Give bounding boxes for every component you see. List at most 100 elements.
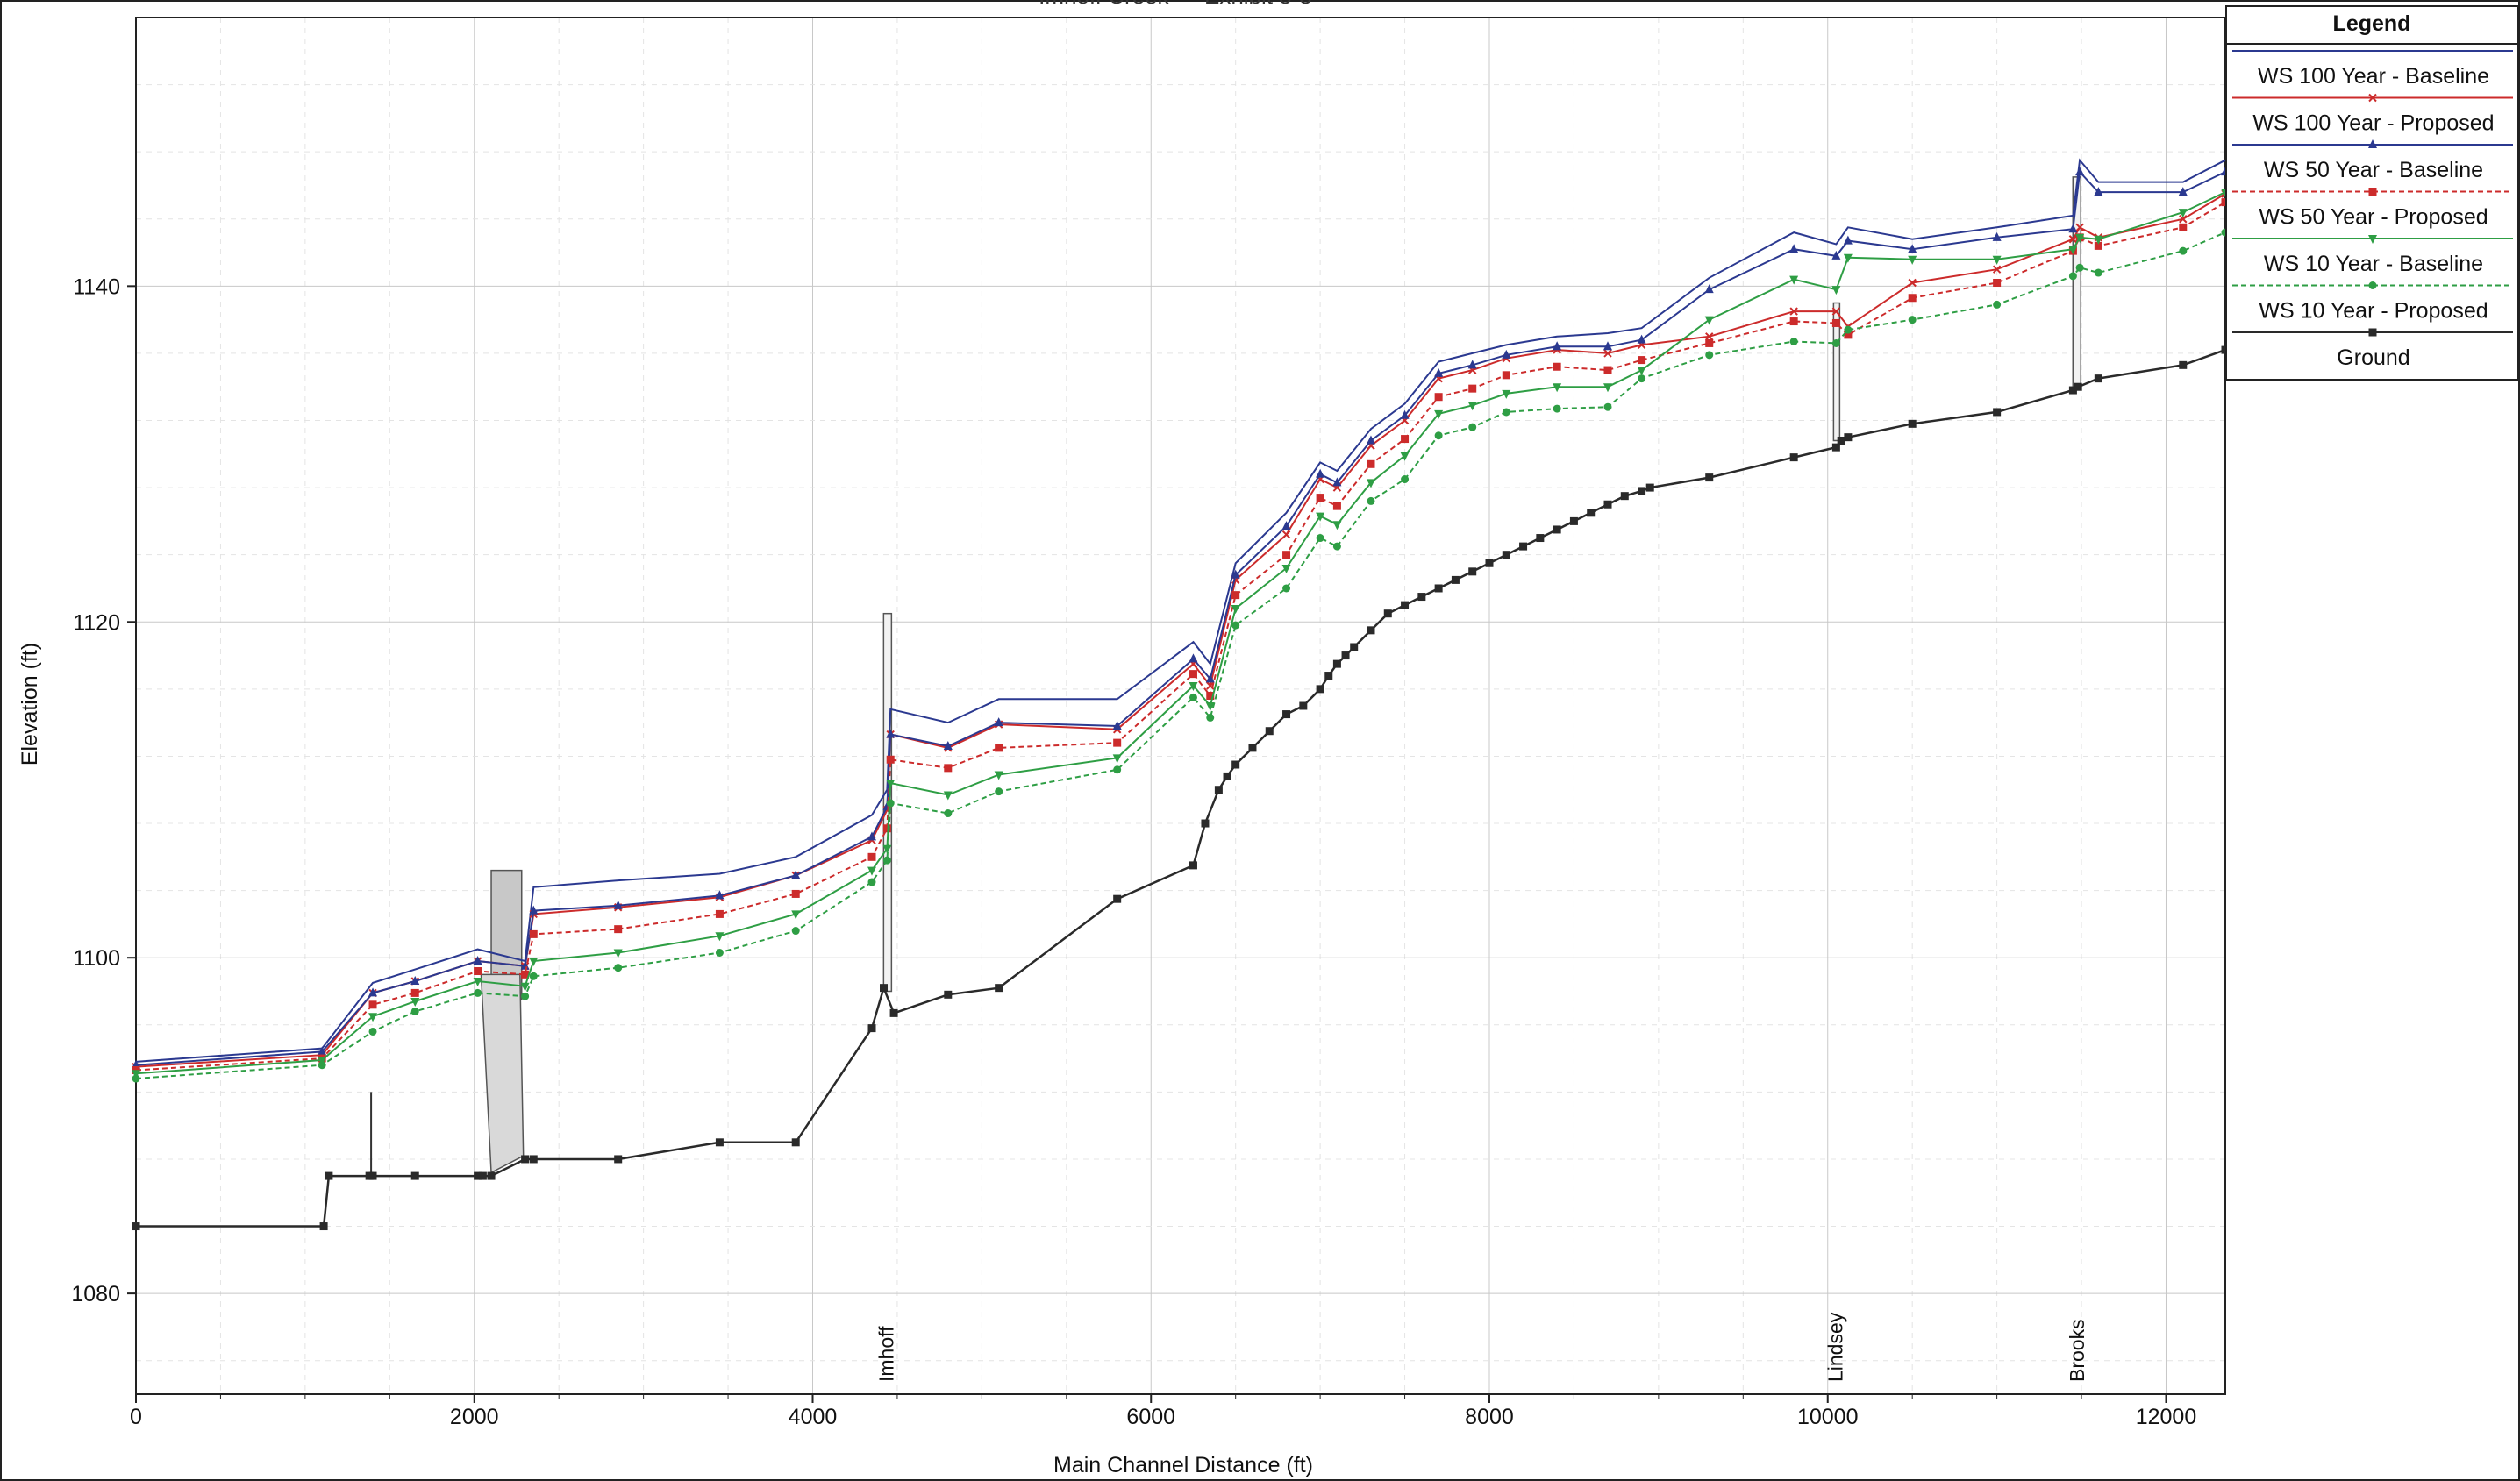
series-5-point [1468,423,1477,431]
series-5-point [886,799,895,808]
series-6-point [1569,516,1578,525]
series-0-line [135,158,2226,1063]
series-6-point [2068,386,2077,395]
series-6-point [487,1171,496,1180]
series-5-point [1553,404,1561,413]
series-1-point [1603,349,1612,358]
legend-label: WS 10 Year - Proposed [2259,299,2488,324]
series-5-point [1908,316,1917,324]
legend-label: WS 100 Year - Proposed [2252,111,2494,136]
series-5-point [1638,374,1646,383]
series-4-point [1843,253,1853,263]
series-2-point [1112,720,1122,730]
series-3-point [1908,294,1917,303]
series-4-point [1205,702,1215,711]
legend-item: WS 10 Year - Baseline [2232,235,2513,276]
series-4-point [1553,383,1562,393]
series-6-point [1248,744,1257,752]
series-5-point [1206,713,1215,722]
series-6-point [1350,643,1359,651]
series-2-point [1467,360,1477,369]
series-4-point [994,771,1003,780]
series-3-point [1189,670,1197,679]
series-4-point [715,932,725,942]
series-3-point [2094,241,2102,250]
series-4-point [473,978,482,986]
series-3-point [368,1000,377,1009]
series-6-group [132,345,2230,1231]
legend-label: WS 50 Year - Baseline [2264,158,2483,182]
series-6-point [1214,786,1223,794]
series-6-point [1705,473,1714,482]
series-6-point [1231,760,1240,769]
series-4-point [1316,512,1325,522]
series-3-point [614,925,623,934]
legend-item: WS 50 Year - Proposed [2232,188,2513,230]
series-6-point [1908,419,1917,428]
y-tick-label: 1100 [73,946,120,971]
series-6-point [1401,601,1410,609]
series-5-point [529,972,538,980]
series-6-point [1603,500,1612,509]
series-6-point [1844,433,1853,442]
series-4-point [529,958,539,967]
series-1-point [1789,307,1798,316]
series-1-point [2075,223,2084,232]
series-5-point [521,992,530,1000]
series-3-point [1282,551,1291,559]
series-3-point [2179,223,2188,231]
series-2-point [994,717,1003,727]
series-5-point [2075,263,2084,272]
series-6-point [1282,710,1291,719]
series-2-point [867,831,877,841]
series-6-point [478,1171,487,1180]
series-4-point [1332,521,1342,530]
series-4-point [1704,316,1714,325]
series-6-line [136,348,2226,1228]
series-1-point [1831,307,1841,316]
series-2-point [1332,477,1342,487]
series-3-point [867,852,876,861]
legend-label: WS 50 Year - Proposed [2259,205,2488,230]
series-5-point [1993,300,2002,309]
series-6-point [1620,492,1629,501]
series-5-point [2094,268,2102,277]
series-4-point [867,866,877,876]
series-2-point [368,987,378,997]
series-4-point [318,1056,327,1065]
series-3-point [1502,371,1510,380]
series-5-group [132,228,2230,1083]
series-6-point [1519,542,1528,551]
series-5-point [1705,351,1714,360]
series-1-point [1281,530,1291,539]
series-3-point [474,967,482,976]
series-6-point [1553,525,1561,534]
series-6-point [944,990,953,999]
series-6-point [2179,360,2188,369]
series-5-point [1189,693,1197,701]
series-4-point [1992,255,2002,265]
series-6-point [521,1155,530,1164]
y-axis-title: Elevation (ft) [18,643,42,765]
series-6-point [529,1155,538,1164]
series-2-point [613,900,623,909]
series-2-point [886,729,896,738]
series-2-point [943,740,953,750]
series-2-point [2178,187,2188,196]
series-3-point [1705,338,1714,347]
series-4-point [520,982,530,992]
series-3-point [1844,331,1853,339]
series-4-point [1603,383,1613,393]
legend-label: Ground [2337,345,2409,370]
series-3-point [791,889,800,898]
series-4-point [791,910,801,920]
legend-label: WS 100 Year - Baseline [2258,64,2489,89]
series-4-point [1400,452,1410,461]
legend-title: Legend [2333,11,2411,36]
series-6-point [1468,567,1477,576]
series-6-point [1831,443,1840,452]
series-5-point [1316,534,1324,543]
series-6-point [474,1171,482,1180]
series-4-point [1789,275,1799,285]
legend-item: WS 100 Year - Baseline [2232,50,2513,89]
